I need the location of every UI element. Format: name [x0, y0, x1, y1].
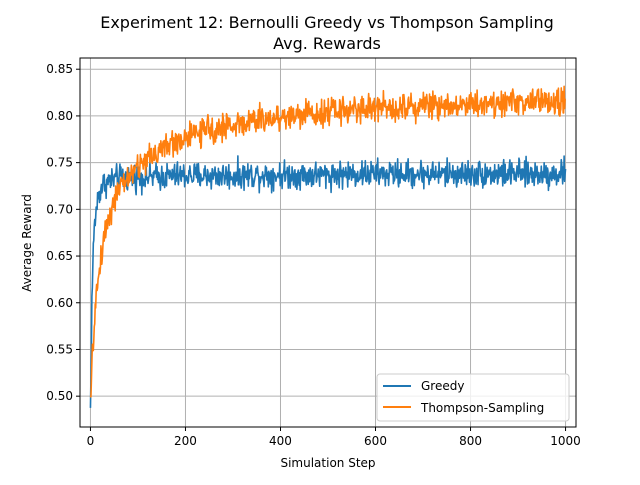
x-tick-label: 400 — [269, 434, 292, 448]
legend-box — [376, 373, 570, 422]
x-tick-label: 200 — [174, 434, 197, 448]
y-tick-label: 0.60 — [46, 296, 73, 310]
y-axis-label: Average Reward — [20, 194, 34, 292]
y-tick-label: 0.50 — [46, 389, 73, 403]
legend-label-greedy: Greedy — [421, 379, 464, 393]
axis-ticks: 0 200 400 600 800 1000 0.50 0.55 0.60 0.65 0.70 0.7… — [46, 62, 581, 448]
x-tick-label: 1000 — [550, 434, 581, 448]
plot-frame — [79, 57, 577, 428]
y-tick-label: 0.70 — [46, 202, 73, 216]
x-tick-label: 800 — [459, 434, 482, 448]
y-tick-label: 0.65 — [46, 249, 73, 263]
series-line-greedy — [89, 155, 567, 408]
chart-subtitle: Avg. Rewards — [273, 34, 381, 53]
y-tick-label: 0.75 — [46, 156, 73, 170]
y-tick-label: 0.55 — [46, 342, 73, 356]
chart-title: Experiment 12: Bernoulli Greedy vs Thomp… — [100, 13, 554, 32]
series-layer — [89, 85, 567, 408]
y-tick-label: 0.80 — [46, 109, 73, 123]
x-tick-label: 600 — [364, 434, 387, 448]
legend-label-thompson: Thompson-Sampling — [420, 401, 544, 415]
legend: Greedy Thompson-Sampling — [376, 373, 570, 422]
x-axis-label: Simulation Step — [280, 456, 375, 470]
y-tick-label: 0.85 — [46, 62, 73, 76]
series-line-thompson-sampling — [89, 85, 566, 398]
x-tick-label: 0 — [87, 434, 95, 448]
